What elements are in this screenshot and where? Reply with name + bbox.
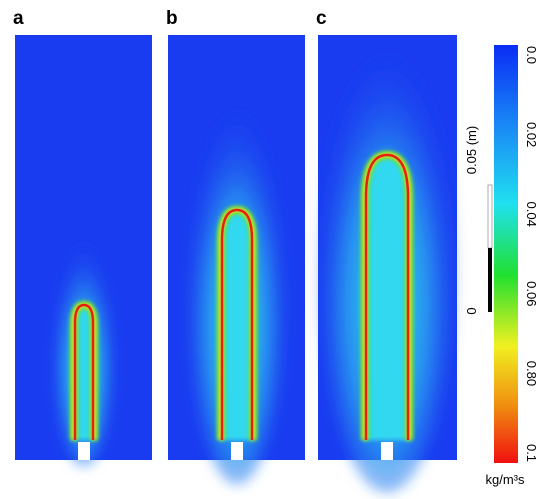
colorbar-tick-label: 0.0: [524, 46, 539, 64]
panel-label: b: [166, 8, 178, 29]
scale-label: 0.05 (m): [464, 126, 479, 174]
colorbar: [494, 45, 518, 463]
scale-zero: 0: [464, 307, 479, 314]
colorbar-tick-label: 0.80: [524, 361, 539, 386]
colorbar-unit: kg/m³s: [486, 472, 526, 487]
nozzle: [78, 442, 90, 460]
flame-inner: [220, 208, 254, 440]
flame-inner: [73, 303, 95, 440]
colorbar-tick-label: 0.02: [524, 122, 539, 147]
panel-label: a: [13, 8, 24, 29]
flame-core: [365, 155, 409, 440]
scale-bar-lower: [488, 248, 492, 312]
colorbar-tick-label: 0.04: [524, 202, 539, 227]
flame-core: [74, 305, 94, 440]
flame-core: [221, 210, 253, 440]
colorbar-tick-label: 0.1: [524, 444, 539, 462]
flame-inner: [364, 153, 410, 440]
scale-bar-upper: [487, 184, 493, 249]
panel-label: c: [316, 8, 327, 29]
colorbar-tick-label: 0.06: [524, 281, 539, 306]
nozzle: [381, 442, 393, 460]
nozzle: [231, 442, 243, 460]
